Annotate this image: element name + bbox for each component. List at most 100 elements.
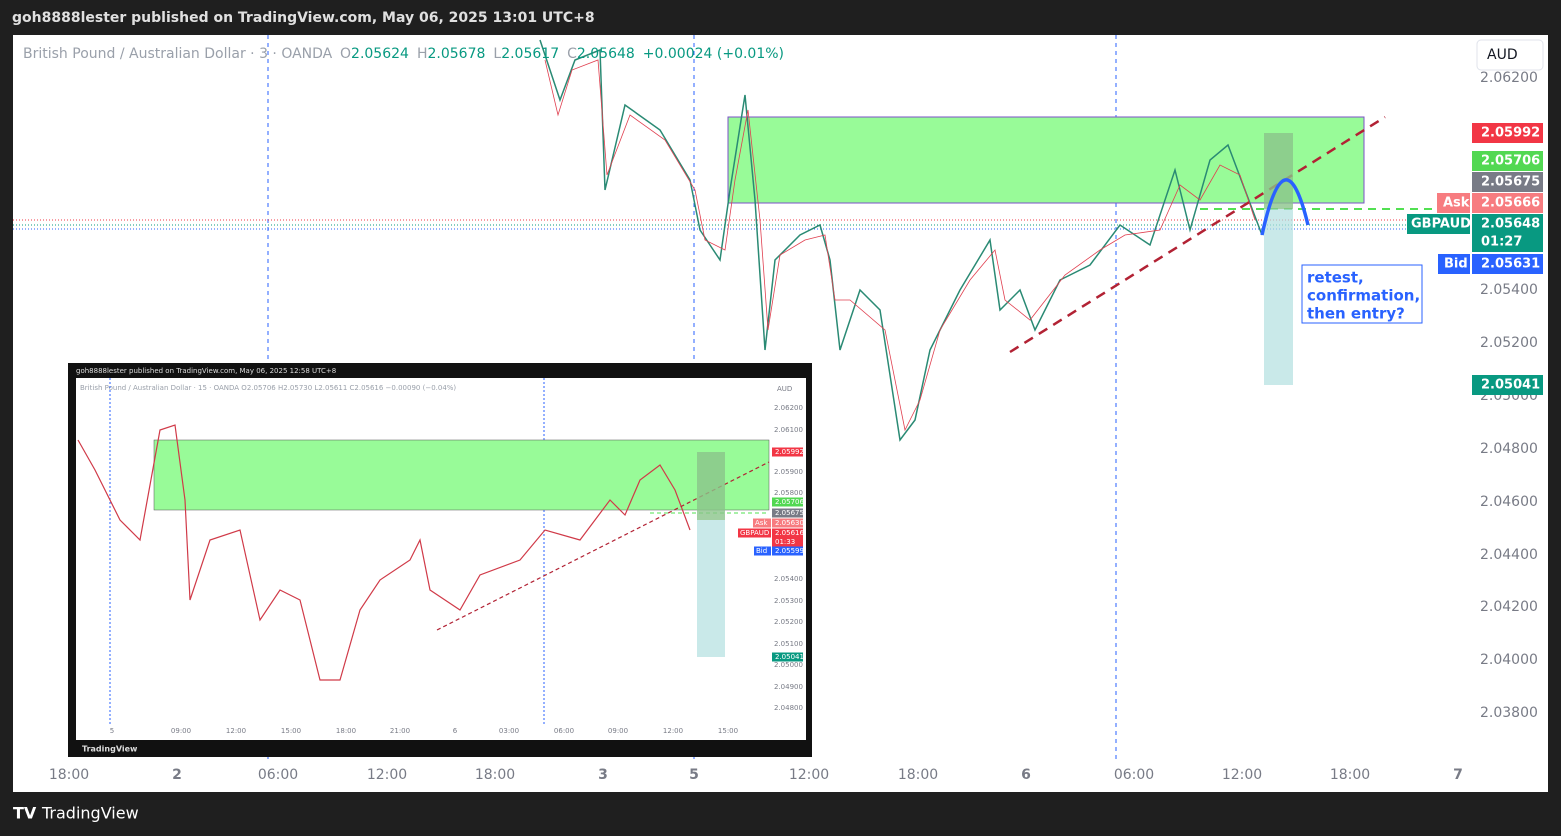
inset-price-tag-label — [738, 528, 771, 538]
price-tags: 2.05992 2.05706 2.05675 2.05666 Ask 2.05648 01… — [1407, 123, 1543, 395]
price-tag — [1472, 214, 1543, 252]
inset-price-label: 2.05200 — [774, 618, 803, 626]
ohlc-value: 2.05624 — [351, 46, 409, 62]
price-tag-text: 2.05648 — [1481, 217, 1540, 232]
price-tag-label-text: Ask — [1443, 196, 1470, 211]
time-label: 12:00 — [789, 767, 829, 783]
price-label: 2.04000 — [1480, 652, 1538, 668]
inset-time-label: 03:00 — [499, 727, 519, 735]
inset-price-tag-text: 2.05616 — [775, 529, 804, 537]
inset-price-label: 2.05000 — [774, 661, 803, 669]
inset-price-label: 2.05400 — [774, 575, 803, 583]
inset-price-line — [77, 424, 691, 681]
time-label: 12:00 — [367, 767, 407, 783]
inset-zone — [153, 439, 770, 511]
change: +0.00024 (+0.01%) — [643, 46, 784, 62]
time-axis: 18:00 2 06:00 12:00 18:00 3 5 12:00 18:00 6 06:00 1… — [49, 767, 1463, 783]
inset-price-label: 2.04900 — [774, 683, 803, 691]
inset-price-tag-label-text: Ask — [755, 519, 768, 527]
inset-chart — [76, 378, 806, 740]
ohlc-label: O — [340, 46, 351, 62]
price-tag-text: 2.05666 — [1481, 196, 1540, 211]
price-label: 2.03800 — [1480, 705, 1538, 721]
inset-price-tag — [772, 508, 803, 518]
price-tag — [1472, 123, 1543, 143]
inset-price-tag-label-text: GBPAUD — [740, 529, 769, 537]
stop-box — [1264, 209, 1293, 385]
time-label: 2 — [172, 767, 182, 783]
inset-price-tag-text: 2.05675 — [775, 509, 804, 517]
price-tag-label — [1438, 254, 1470, 274]
price-tag — [1472, 254, 1543, 274]
inset-price-tag-label-text: Bid — [756, 547, 767, 555]
price-tag-text: 2.05992 — [1481, 126, 1540, 141]
inset-target-box — [697, 452, 725, 520]
time-label: 06:00 — [258, 767, 298, 783]
inset-time-label: 21:00 — [390, 727, 410, 735]
inset-stop-box — [697, 520, 725, 657]
inset-time-label: 5 — [110, 727, 114, 735]
inset-time-label: 12:00 — [663, 727, 683, 735]
currency-button[interactable] — [1476, 39, 1544, 71]
inset-price-tag-label — [754, 546, 771, 556]
price-tag — [1472, 193, 1543, 213]
ohlc-value: 2.05617 — [501, 46, 559, 62]
price-line — [539, 39, 1263, 442]
inset-price-tag-text: 2.05630 — [775, 519, 804, 527]
ohlc-label: H — [417, 46, 428, 62]
inset-time-label: 18:00 — [336, 727, 356, 735]
time-label: 18:00 — [1330, 767, 1370, 783]
inset-price-tag — [772, 518, 803, 528]
inset-time-label: 09:00 — [608, 727, 628, 735]
price-label: 2.04800 — [1480, 441, 1538, 457]
projection-arrow — [1260, 178, 1310, 236]
footer-logo: TV — [13, 804, 37, 823]
price-label: 2.05200 — [1480, 335, 1538, 351]
inset-price-label: 2.05300 — [774, 597, 803, 605]
price-tag-text: 2.05675 — [1481, 175, 1540, 190]
annotation: confirmation, — [1307, 287, 1420, 305]
inset-time-label: 09:00 — [171, 727, 191, 735]
ohlc-value: 2.05678 — [427, 46, 485, 62]
price-label: 2.04600 — [1480, 494, 1538, 510]
price-line-secondary — [544, 59, 1256, 432]
inset-price-label: 2.05900 — [774, 468, 803, 476]
inset-legend: British Pound / Australian Dollar · 15 ·… — [80, 384, 456, 392]
price-tag-text: 2.05706 — [1481, 154, 1540, 169]
annotation: retest, — [1307, 269, 1364, 287]
inset-price-tag — [772, 497, 803, 507]
inset-price-label: 2.06100 — [774, 426, 803, 434]
inset-time-label: 06:00 — [554, 727, 574, 735]
inset-price-tag — [772, 528, 803, 547]
inset-screenshot: goh8888lester published on TradingView.c… — [68, 363, 812, 757]
price-tag — [1472, 172, 1543, 192]
time-label: 18:00 — [475, 767, 515, 783]
price-label: 2.06200 — [1480, 70, 1538, 86]
footer-brand: TradingView — [41, 804, 139, 823]
inset-countdown: 01:33 — [775, 538, 795, 546]
inset-price-tag-text: 2.05706 — [775, 498, 804, 506]
inset-publisher: goh8888lester published on TradingView.c… — [76, 367, 336, 375]
symbol-name: British Pound / Australian Dollar · 3 · … — [23, 46, 333, 62]
price-tag-label-text: GBPAUD — [1411, 217, 1471, 232]
time-label: 3 — [598, 767, 608, 783]
inset-price-tag — [772, 652, 803, 662]
publisher: goh8888lester published on TradingView.c… — [12, 10, 595, 26]
inset-price-tag-label — [753, 518, 771, 528]
currency[interactable]: AUD — [1487, 47, 1518, 63]
time-label: 06:00 — [1114, 767, 1154, 783]
symbol: British Pound / Australian Dollar · 3 · … — [23, 46, 784, 62]
inset-time-label: 15:00 — [281, 727, 301, 735]
countdown: 01:27 — [1481, 235, 1522, 250]
price-tag — [1472, 375, 1543, 395]
time-label: 12:00 — [1222, 767, 1262, 783]
ohlc-label: C — [567, 46, 577, 62]
price-tag-label — [1407, 214, 1470, 234]
time-label: 6 — [1021, 767, 1031, 783]
inset-time-label: 15:00 — [718, 727, 738, 735]
inset-price-tag — [772, 447, 803, 457]
inset-time-label: 6 — [453, 727, 458, 735]
inset-price-tag — [772, 546, 803, 556]
